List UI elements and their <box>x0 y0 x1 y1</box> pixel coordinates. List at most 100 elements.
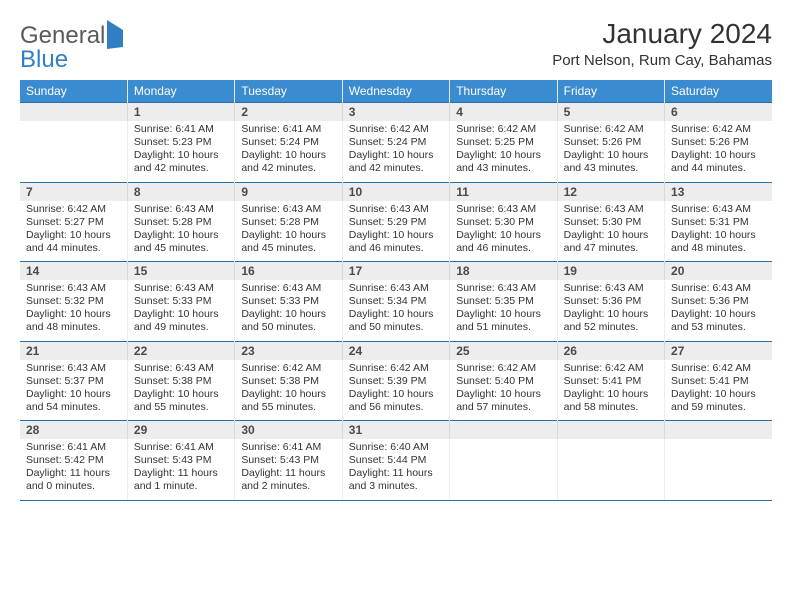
info-cell <box>557 439 664 500</box>
info-cell: Sunrise: 6:42 AM Sunset: 5:41 PM Dayligh… <box>665 360 772 421</box>
calendar-table: Sunday Monday Tuesday Wednesday Thursday… <box>20 80 772 501</box>
date-cell: 9 <box>235 182 342 201</box>
date-cell: 10 <box>342 182 449 201</box>
info-row: Sunrise: 6:41 AM Sunset: 5:23 PM Dayligh… <box>20 121 772 182</box>
date-cell: 22 <box>127 341 234 360</box>
info-row: Sunrise: 6:42 AM Sunset: 5:27 PM Dayligh… <box>20 201 772 262</box>
date-cell: 28 <box>20 421 127 440</box>
date-cell: 25 <box>450 341 557 360</box>
info-cell: Sunrise: 6:43 AM Sunset: 5:36 PM Dayligh… <box>665 280 772 341</box>
date-cell <box>665 421 772 440</box>
info-cell: Sunrise: 6:42 AM Sunset: 5:41 PM Dayligh… <box>557 360 664 421</box>
dayname-wednesday: Wednesday <box>342 80 449 103</box>
date-cell: 15 <box>127 262 234 281</box>
info-row: Sunrise: 6:41 AM Sunset: 5:42 PM Dayligh… <box>20 439 772 500</box>
date-cell: 16 <box>235 262 342 281</box>
info-cell: Sunrise: 6:40 AM Sunset: 5:44 PM Dayligh… <box>342 439 449 500</box>
info-cell <box>665 439 772 500</box>
dayname-tuesday: Tuesday <box>235 80 342 103</box>
info-cell: Sunrise: 6:43 AM Sunset: 5:30 PM Dayligh… <box>557 201 664 262</box>
date-cell: 12 <box>557 182 664 201</box>
date-cell: 29 <box>127 421 234 440</box>
date-cell: 24 <box>342 341 449 360</box>
info-cell <box>450 439 557 500</box>
date-cell <box>450 421 557 440</box>
info-cell: Sunrise: 6:43 AM Sunset: 5:34 PM Dayligh… <box>342 280 449 341</box>
dayname-thursday: Thursday <box>450 80 557 103</box>
dayname-monday: Monday <box>127 80 234 103</box>
info-row: Sunrise: 6:43 AM Sunset: 5:32 PM Dayligh… <box>20 280 772 341</box>
title-block: January 2024 Port Nelson, Rum Cay, Baham… <box>552 18 772 69</box>
date-cell: 7 <box>20 182 127 201</box>
dayname-row: Sunday Monday Tuesday Wednesday Thursday… <box>20 80 772 103</box>
month-title: January 2024 <box>552 18 772 50</box>
info-cell: Sunrise: 6:42 AM Sunset: 5:38 PM Dayligh… <box>235 360 342 421</box>
info-cell: Sunrise: 6:43 AM Sunset: 5:33 PM Dayligh… <box>235 280 342 341</box>
info-cell: Sunrise: 6:43 AM Sunset: 5:36 PM Dayligh… <box>557 280 664 341</box>
date-cell: 23 <box>235 341 342 360</box>
info-cell: Sunrise: 6:42 AM Sunset: 5:26 PM Dayligh… <box>665 121 772 182</box>
date-cell: 30 <box>235 421 342 440</box>
info-cell: Sunrise: 6:42 AM Sunset: 5:24 PM Dayligh… <box>342 121 449 182</box>
date-cell: 20 <box>665 262 772 281</box>
info-cell <box>20 121 127 182</box>
info-cell: Sunrise: 6:42 AM Sunset: 5:26 PM Dayligh… <box>557 121 664 182</box>
date-row: 28293031 <box>20 421 772 440</box>
info-cell: Sunrise: 6:41 AM Sunset: 5:24 PM Dayligh… <box>235 121 342 182</box>
info-cell: Sunrise: 6:41 AM Sunset: 5:42 PM Dayligh… <box>20 439 127 500</box>
date-cell: 3 <box>342 103 449 122</box>
date-cell: 19 <box>557 262 664 281</box>
date-cell: 14 <box>20 262 127 281</box>
date-cell <box>20 103 127 122</box>
location-label: Port Nelson, Rum Cay, Bahamas <box>552 52 772 69</box>
dayname-sunday: Sunday <box>20 80 127 103</box>
date-cell: 21 <box>20 341 127 360</box>
logo-word1: General <box>20 22 105 49</box>
info-cell: Sunrise: 6:41 AM Sunset: 5:43 PM Dayligh… <box>235 439 342 500</box>
date-cell: 5 <box>557 103 664 122</box>
info-cell: Sunrise: 6:43 AM Sunset: 5:30 PM Dayligh… <box>450 201 557 262</box>
info-cell: Sunrise: 6:42 AM Sunset: 5:40 PM Dayligh… <box>450 360 557 421</box>
date-cell: 11 <box>450 182 557 201</box>
calendar-page: General Blue January 2024 Port Nelson, R… <box>0 0 792 519</box>
info-cell: Sunrise: 6:42 AM Sunset: 5:25 PM Dayligh… <box>450 121 557 182</box>
date-cell: 4 <box>450 103 557 122</box>
date-row: 14151617181920 <box>20 262 772 281</box>
info-cell: Sunrise: 6:43 AM Sunset: 5:33 PM Dayligh… <box>127 280 234 341</box>
date-row: 21222324252627 <box>20 341 772 360</box>
date-cell: 26 <box>557 341 664 360</box>
logo-text: General Blue <box>20 24 123 72</box>
header: General Blue January 2024 Port Nelson, R… <box>20 18 772 72</box>
date-cell: 18 <box>450 262 557 281</box>
dayname-friday: Friday <box>557 80 664 103</box>
info-cell: Sunrise: 6:43 AM Sunset: 5:35 PM Dayligh… <box>450 280 557 341</box>
date-cell: 2 <box>235 103 342 122</box>
date-row: 78910111213 <box>20 182 772 201</box>
info-cell: Sunrise: 6:42 AM Sunset: 5:27 PM Dayligh… <box>20 201 127 262</box>
info-cell: Sunrise: 6:43 AM Sunset: 5:28 PM Dayligh… <box>127 201 234 262</box>
date-cell: 8 <box>127 182 234 201</box>
date-cell: 17 <box>342 262 449 281</box>
date-cell: 6 <box>665 103 772 122</box>
logo-word2: Blue <box>20 46 68 73</box>
date-cell: 1 <box>127 103 234 122</box>
info-cell: Sunrise: 6:43 AM Sunset: 5:28 PM Dayligh… <box>235 201 342 262</box>
info-cell: Sunrise: 6:41 AM Sunset: 5:23 PM Dayligh… <box>127 121 234 182</box>
info-cell: Sunrise: 6:43 AM Sunset: 5:31 PM Dayligh… <box>665 201 772 262</box>
logo: General Blue <box>20 18 123 72</box>
date-cell: 31 <box>342 421 449 440</box>
info-cell: Sunrise: 6:42 AM Sunset: 5:39 PM Dayligh… <box>342 360 449 421</box>
logo-triangle-icon <box>107 20 123 49</box>
info-cell: Sunrise: 6:43 AM Sunset: 5:29 PM Dayligh… <box>342 201 449 262</box>
info-cell: Sunrise: 6:43 AM Sunset: 5:37 PM Dayligh… <box>20 360 127 421</box>
dayname-saturday: Saturday <box>665 80 772 103</box>
info-row: Sunrise: 6:43 AM Sunset: 5:37 PM Dayligh… <box>20 360 772 421</box>
info-cell: Sunrise: 6:43 AM Sunset: 5:38 PM Dayligh… <box>127 360 234 421</box>
date-cell: 27 <box>665 341 772 360</box>
calendar-body: 123456Sunrise: 6:41 AM Sunset: 5:23 PM D… <box>20 103 772 501</box>
date-row: 123456 <box>20 103 772 122</box>
info-cell: Sunrise: 6:41 AM Sunset: 5:43 PM Dayligh… <box>127 439 234 500</box>
date-cell <box>557 421 664 440</box>
date-cell: 13 <box>665 182 772 201</box>
info-cell: Sunrise: 6:43 AM Sunset: 5:32 PM Dayligh… <box>20 280 127 341</box>
